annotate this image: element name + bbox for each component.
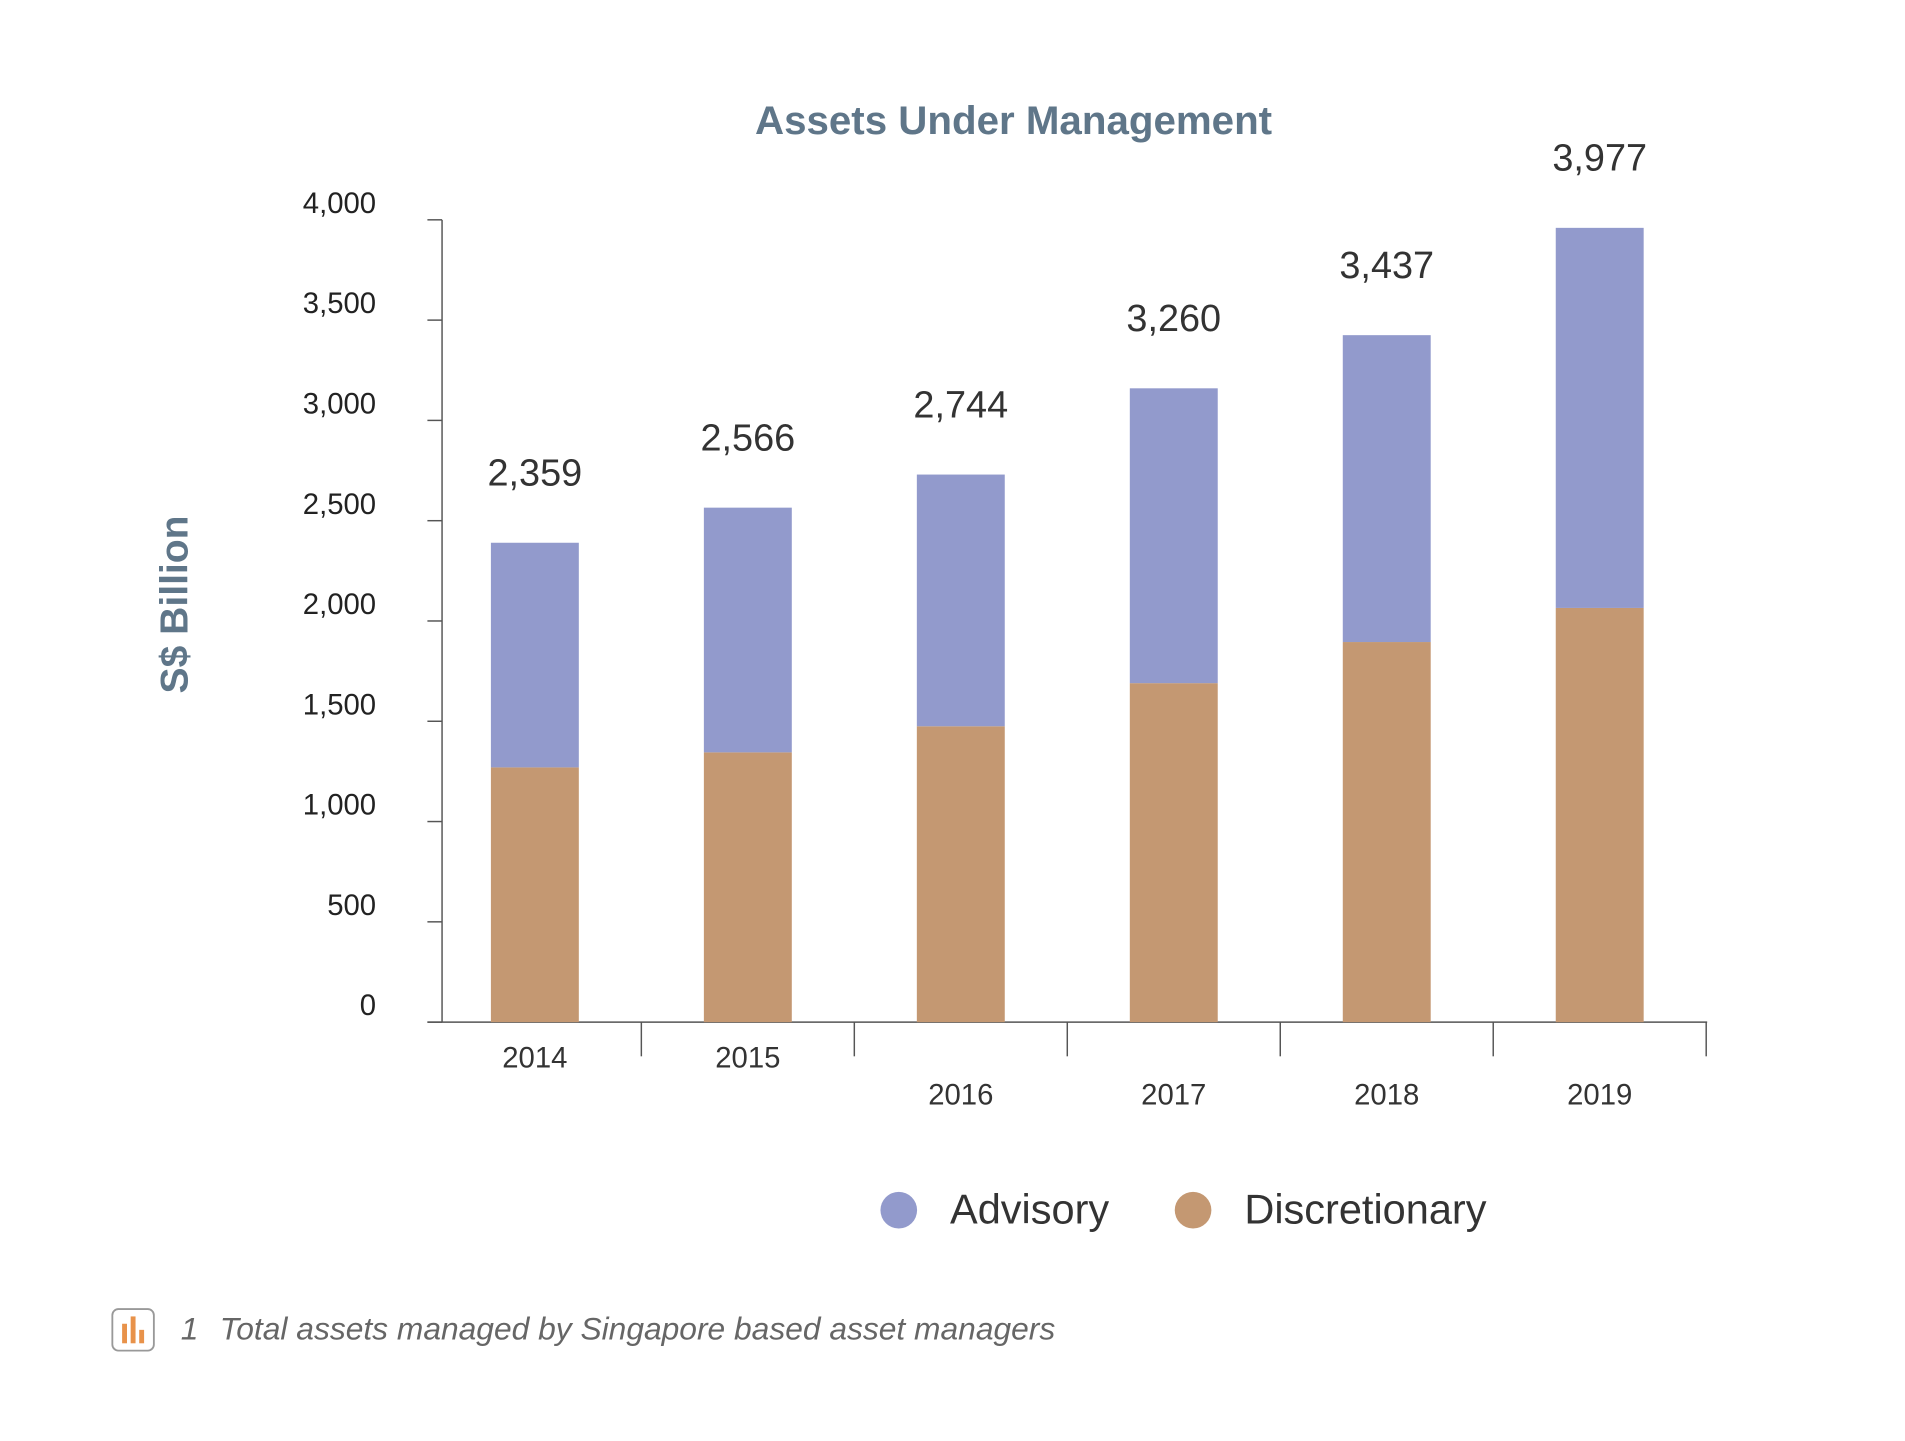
y-tick-label: 500 <box>327 889 376 922</box>
y-axis-label: S$ Billion <box>153 515 196 693</box>
legend-label: Advisory <box>950 1186 1109 1233</box>
bar-segment <box>1129 683 1218 1023</box>
x-tick-label: 2014 <box>502 1042 567 1075</box>
y-tick-label: 0 <box>360 989 376 1022</box>
y-tick-label: 3,000 <box>303 387 376 420</box>
x-tick-label: 2015 <box>715 1042 780 1075</box>
x-tick-label: 2018 <box>1354 1078 1419 1111</box>
footnote-number: 1 <box>181 1310 199 1346</box>
bar-segment <box>916 474 1005 727</box>
legend-swatch <box>1174 1191 1212 1229</box>
y-tick-label: 1,500 <box>303 688 376 721</box>
bar-segment <box>1342 642 1431 1023</box>
total-label: 3,437 <box>1339 245 1434 287</box>
bar-segment <box>490 542 579 768</box>
bar-segment <box>1555 607 1644 1023</box>
bar-segment <box>916 726 1005 1023</box>
total-label: 3,260 <box>1126 298 1221 340</box>
x-tick-label: 2019 <box>1567 1078 1632 1111</box>
legend-label: Discretionary <box>1244 1186 1486 1233</box>
x-tick-label: 2017 <box>1141 1078 1206 1111</box>
total-label: 2,359 <box>488 453 583 495</box>
x-tick-label: 2016 <box>928 1078 993 1111</box>
legend-swatch <box>880 1191 918 1229</box>
footnote: Total assets managed by Singapore based … <box>220 1310 1056 1346</box>
y-tick-label: 2,000 <box>303 588 376 621</box>
footnote-icon <box>111 1308 155 1352</box>
total-label: 3,977 <box>1552 138 1647 180</box>
total-label: 2,744 <box>913 384 1008 426</box>
chart-title: Assets Under Management <box>755 98 1272 143</box>
total-label: 2,566 <box>700 417 795 459</box>
y-tick-label: 3,500 <box>303 287 376 320</box>
bar-segment <box>703 507 792 753</box>
bar-segment <box>490 767 579 1023</box>
bar-segment <box>1129 388 1218 684</box>
y-tick-label: 1,000 <box>303 789 376 822</box>
y-tick-label: 4,000 <box>303 187 376 220</box>
bar-segment <box>703 752 792 1023</box>
bar-segment <box>1555 227 1644 608</box>
y-tick-label: 2,500 <box>303 488 376 521</box>
bar-segment <box>1342 335 1431 643</box>
